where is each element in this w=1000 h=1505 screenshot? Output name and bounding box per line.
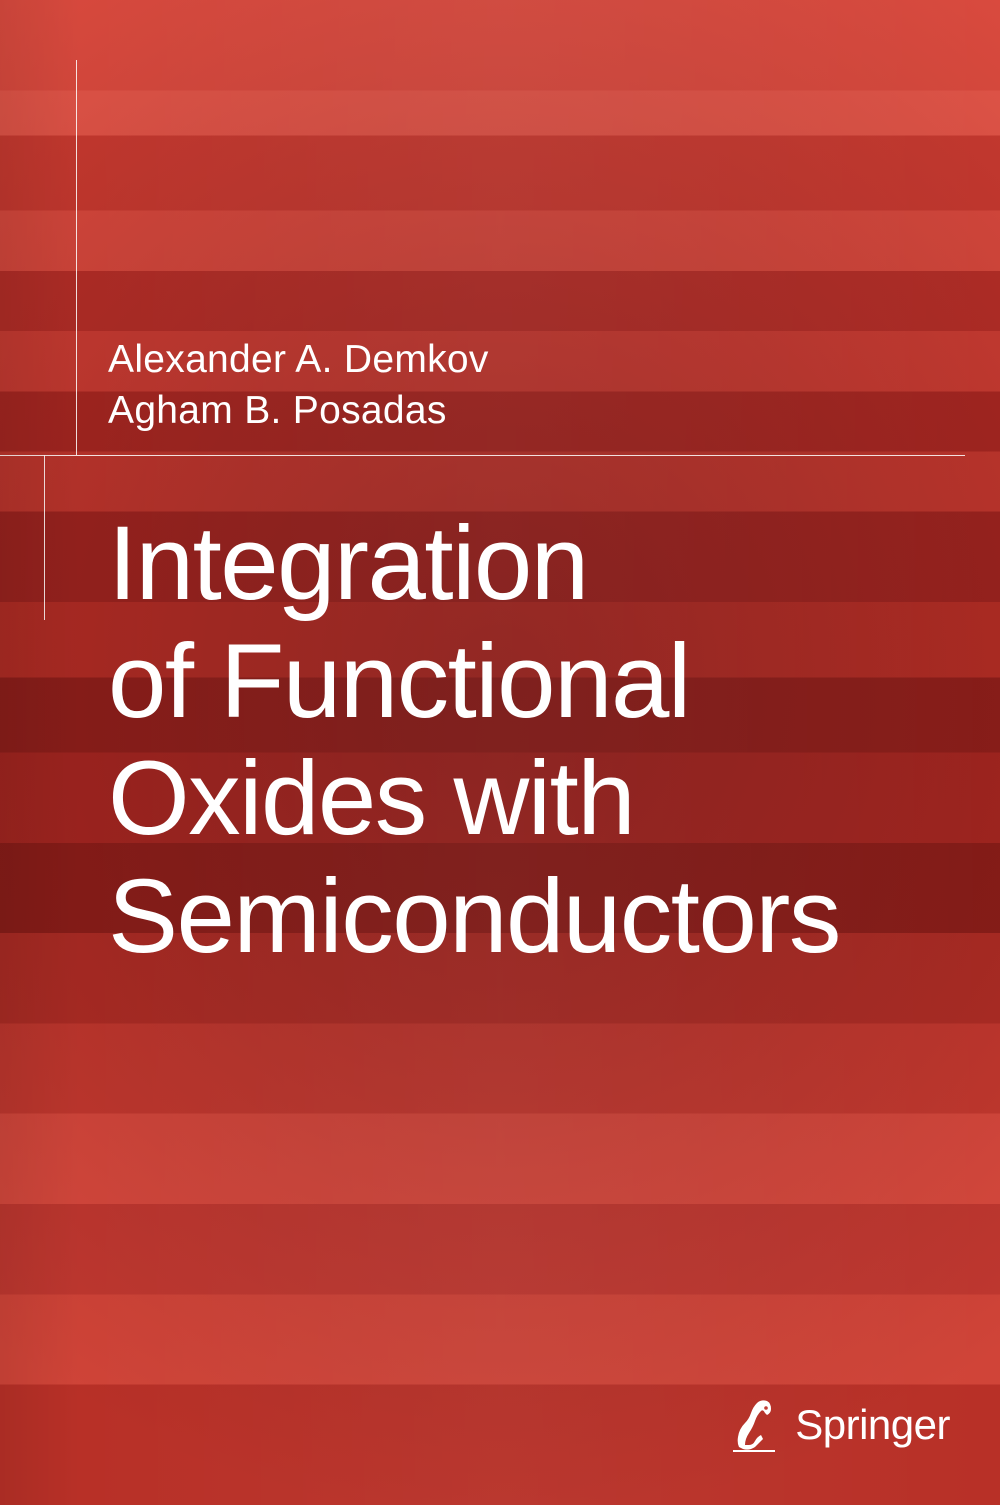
book-title: Integration of Functional Oxides with Se… xyxy=(108,505,840,975)
author-block: Alexander A. Demkov Agham B. Posadas xyxy=(108,335,489,436)
author-line: Alexander A. Demkov xyxy=(108,335,489,386)
book-cover: Alexander A. Demkov Agham B. Posadas Int… xyxy=(0,0,1000,1505)
title-line: Semiconductors xyxy=(108,858,840,976)
title-line: Integration xyxy=(108,505,840,623)
title-line: Oxides with xyxy=(108,740,840,858)
publisher-block: Springer xyxy=(727,1395,950,1455)
rule-vertical-short xyxy=(44,455,45,620)
author-line: Agham B. Posadas xyxy=(108,386,489,437)
rule-vertical-upper xyxy=(76,60,77,455)
springer-horse-icon xyxy=(727,1395,781,1455)
title-line: of Functional xyxy=(108,623,840,741)
publisher-name: Springer xyxy=(795,1401,950,1449)
rule-horizontal xyxy=(0,455,965,456)
